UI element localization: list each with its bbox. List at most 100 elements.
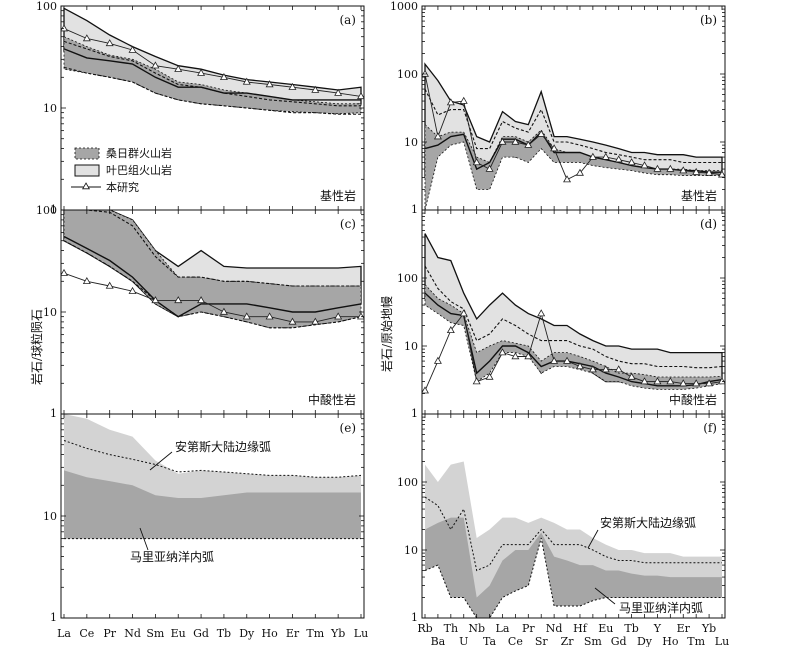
panel-f-y-tick-label: 1 [411,611,418,624]
panel-d-this-study-point [422,386,429,394]
x-tick-label-ree: Tb [217,627,231,640]
panel-d-y-tick-label: 100 [397,272,418,285]
panel-c-this-study-point [311,317,320,325]
x-tick-label-spider: Er [677,622,691,635]
panel-b-y-tick-label: 1000 [390,0,418,13]
panel-a-this-study-line [63,28,362,97]
panel-c-plot [61,210,364,329]
x-tick-label-spider: Yb [701,622,716,635]
panel-c-sangri-dashed-line-0 [64,210,361,287]
panel-d-this-study-point [627,372,636,380]
panel-f-mariana-lower-line [424,537,722,618]
panel-e-y-tick-label: 10 [43,510,57,523]
panel-a-label: (a) [339,13,356,27]
panel-b-this-study-point [511,137,520,145]
panel-b-plot [422,62,725,210]
legend-sangri-label: 桑日群火山岩 [106,146,172,160]
panel-c-this-study-point [61,268,68,276]
panel-c-label: (c) [340,217,356,231]
panel-b-this-study-point [627,158,636,166]
panel-d-this-study-point [614,365,623,373]
panel-d-sangri-dashed-line-0 [424,265,723,369]
x-tick-label-spider: La [496,622,510,635]
panel-c-this-study-point [105,281,114,289]
panel-b-subtitle: 基性岩 [681,188,717,203]
panel-d-this-study-point [718,377,725,385]
panel-b-this-study-point [498,137,507,145]
panel-c-this-study-point [288,317,297,325]
panel-a-this-study-point [334,88,343,96]
panel-b-this-study-point [718,170,725,178]
panel-b-this-study-point [679,166,688,174]
panel-a-this-study-point [357,92,364,100]
panel-b-this-study-point [653,164,662,172]
x-tick-label-ree: Eu [171,627,186,640]
panel-c-this-study-point [197,296,206,304]
panel-f-andes-label: 安第斯大陆边缘弧 [600,515,696,530]
panel-d-yeba-line-0 [424,292,723,387]
panel-c-this-study-point [174,296,183,304]
panel-c-this-study-point [82,276,91,284]
panel-d-this-study-point [705,379,714,387]
panel-b-frame [421,5,726,211]
panel-d-this-study-point [459,309,468,317]
x-tick-label-ree: Ce [79,627,94,640]
x-tick-label-ree: La [57,627,71,640]
x-tick-label-ree: Sm [146,627,165,640]
panel-a-this-study-point [174,64,183,72]
panel-c-yeba-line-0 [63,235,362,318]
x-tick-label-ree: Tm [306,627,324,640]
panel-b-this-study-point [422,69,429,77]
panel-b-y-tick-label: 1 [411,203,418,216]
x-tick-label-spider: Y [653,622,662,635]
panel-d-this-study-point [498,348,507,356]
x-tick-label-spider: Eu [598,622,613,635]
x-tick-label-ree: Gd [193,627,209,640]
panel-b-this-study-point [433,132,442,140]
panel-a-y-tick-label: 10 [43,102,57,115]
x-tick-label-spider: Sr [535,635,549,647]
panel-c-this-study-point [151,296,160,304]
x-tick-label-spider: Tb [624,622,638,635]
panel-d-this-study-point [524,352,533,360]
panel-b-this-study-point [459,96,468,104]
x-tick-label-ree: Er [286,627,300,640]
panel-c-this-study-point [265,312,274,320]
panel-e-andes-dashed-line [63,440,362,478]
legend-yeba-label: 叶巴组火山岩 [106,163,172,177]
panel-a-this-study-point [242,77,251,85]
legend-this-study-label: 本研究 [106,180,139,194]
x-tick-label-spider: Tm [687,635,705,647]
panel-b-this-study-point [485,164,494,172]
panel-c-this-study-line [63,272,361,323]
panel-f-plot [424,461,722,618]
panel-b-label: (b) [700,13,717,27]
x-tick-label-spider: Nb [468,622,485,635]
panel-b-this-study-point [537,129,546,137]
panel-d-this-study-point [563,356,572,364]
panel-d-this-study-point [679,379,688,387]
panel-b-y-tick-label: 100 [397,68,418,81]
panel-c-this-study-point [334,312,343,320]
x-tick-label-spider: Zr [561,635,575,647]
panel-d-this-study-point [511,352,520,360]
panel-a-this-study-point [288,82,297,90]
panel-f-andes-pointer [587,529,599,549]
x-tick-label-ree: Lu [354,627,368,640]
panel-b-this-study-point [563,175,572,183]
panel-b-this-study-point [614,155,623,163]
panel-b-this-study-point [666,164,675,172]
panel-f-mariana-pointer [594,587,616,605]
panel-b-this-study-point [588,152,597,160]
x-tick-label-ree: Ho [262,627,279,640]
panel-f-mariana-field [425,517,722,618]
x-tick-label-spider: Nd [546,622,563,635]
panel-b-this-study-point [601,152,610,160]
panel-b-this-study-point [524,140,533,148]
panel-a-this-study-point [82,34,91,42]
x-tick-label-spider: Ba [431,635,446,647]
panel-b-this-study-point [640,161,649,169]
panel-a-this-study-point [61,24,68,32]
legend-this-study-marker [82,182,90,190]
